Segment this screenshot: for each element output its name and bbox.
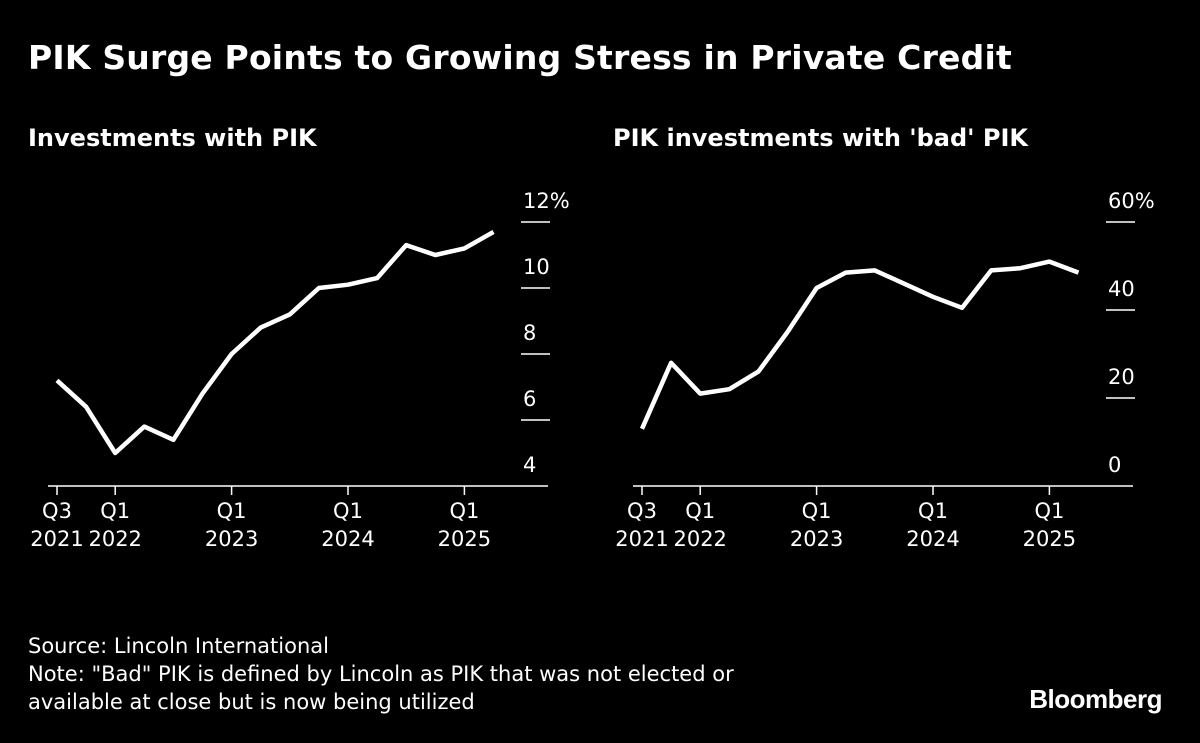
x-tick-label-bottom: 2025 (438, 527, 491, 551)
left-chart-subtitle: Investments with PIK (28, 124, 317, 152)
chart-footer: Source: Lincoln International Note: "Bad… (28, 632, 734, 716)
y-tick-label: 4 (523, 453, 536, 477)
x-tick-label-top: Q1 (685, 499, 715, 523)
bloomberg-logo: Bloomberg (1029, 684, 1162, 714)
x-tick-label-bottom: 2023 (205, 527, 258, 551)
x-tick-label-top: Q1 (100, 499, 130, 523)
definition-note-line-1: Note: "Bad" PIK is defined by Lincoln as… (28, 662, 734, 686)
right-chart-subtitle: PIK investments with 'bad' PIK (613, 124, 1028, 152)
y-tick-label: 12% (523, 189, 570, 213)
x-tick-label-bottom: 2024 (321, 527, 374, 551)
left-line-chart: 4 6 8 10 12% Q3 2021 Q1 2022 Q1 2023 Q1 2024 Q1 2025 (30, 189, 570, 551)
x-tick-label-bottom: 2021 (615, 527, 668, 551)
chart-title: PIK Surge Points to Growing Stress in Pr… (28, 38, 1012, 77)
x-tick-label-top: Q1 (217, 499, 247, 523)
x-tick-label-top: Q1 (333, 499, 363, 523)
x-tick-label-top: Q1 (449, 499, 479, 523)
source-note: Source: Lincoln International (28, 634, 329, 658)
x-tick-label-bottom: 2023 (790, 527, 843, 551)
x-tick-label-bottom: 2024 (906, 527, 959, 551)
right-line-chart: 0 20 40 60% Q3 2021 Q1 2022 Q1 2023 Q1 2024 Q1 2025 (615, 189, 1155, 551)
x-tick-label-top: Q3 (42, 499, 72, 523)
y-tick-label: 6 (523, 387, 536, 411)
y-tick-label: 40 (1108, 277, 1135, 301)
x-tick-label-bottom: 2025 (1023, 527, 1076, 551)
y-tick-label: 8 (523, 321, 536, 345)
x-tick-label-top: Q1 (802, 499, 832, 523)
x-tick-label-bottom: 2022 (88, 527, 141, 551)
definition-note-line-2: available at close but is now being util… (28, 690, 475, 714)
series-line (55, 229, 495, 456)
series-line (639, 259, 1080, 430)
x-tick-label-top: Q1 (918, 499, 948, 523)
x-tick-label-top: Q3 (627, 499, 657, 523)
y-tick-label: 0 (1108, 453, 1121, 477)
y-tick-label: 20 (1108, 365, 1135, 389)
x-tick-label-bottom: 2021 (30, 527, 83, 551)
x-tick-label-bottom: 2022 (673, 527, 726, 551)
y-tick-label: 60% (1108, 189, 1155, 213)
x-tick-label-top: Q1 (1034, 499, 1064, 523)
y-tick-label: 10 (523, 255, 550, 279)
